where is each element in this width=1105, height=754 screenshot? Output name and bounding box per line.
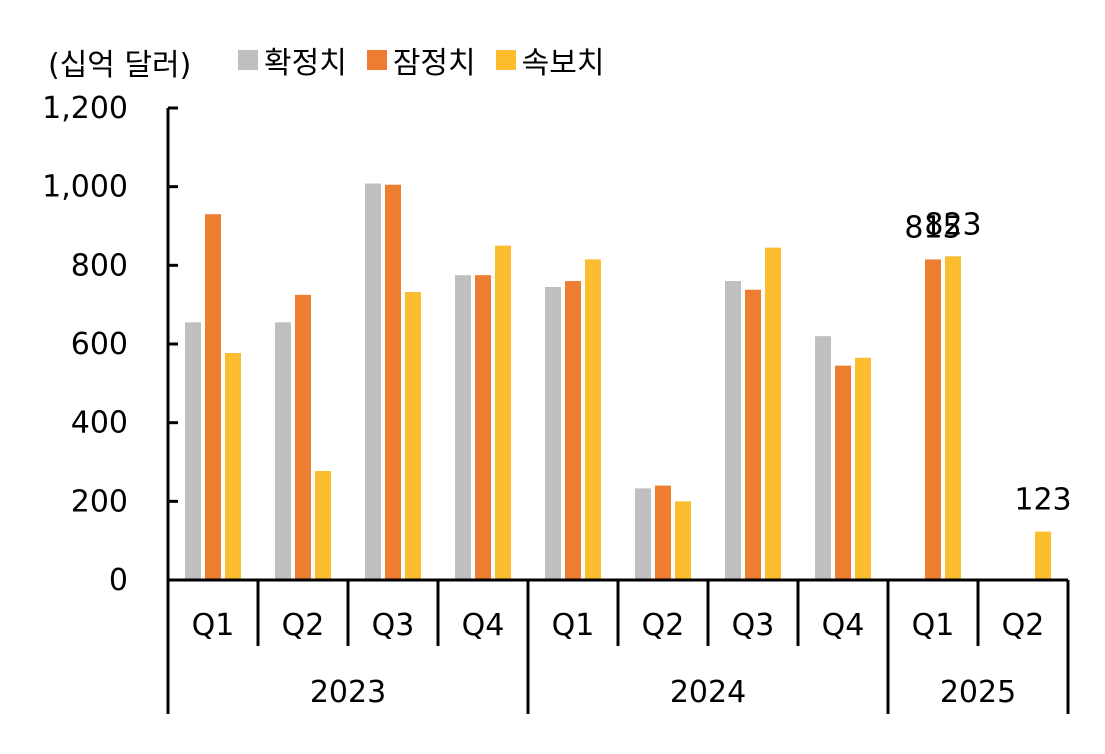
bar-series2-cat9 <box>1035 531 1051 580</box>
bar-series2-cat8 <box>945 256 961 580</box>
y-tick-label-2: 400 <box>71 406 128 441</box>
bar-series1-cat2 <box>385 184 401 580</box>
bar-series0-cat1 <box>275 322 291 580</box>
chart-legend: 확정치 잠정치 속보치 <box>238 38 604 82</box>
legend-label-preliminary: 잠정치 <box>392 46 476 81</box>
bar-series0-cat7 <box>815 336 831 580</box>
bar-series1-cat7 <box>835 365 851 580</box>
bar-series2-cat3 <box>495 245 511 580</box>
bar-series2-cat6 <box>765 247 781 580</box>
x-tick-label-7: Q4 <box>822 608 865 643</box>
bar-series2-cat7 <box>855 357 871 580</box>
bar-series0-cat6 <box>725 281 741 580</box>
legend-item-final: 확정치 <box>238 38 347 82</box>
x-tick-label-2: Q3 <box>372 608 415 643</box>
y-axis-unit-label: (십억 달러) <box>48 48 192 83</box>
data-label-2: 123 <box>1014 483 1071 518</box>
bar-series0-cat2 <box>365 183 381 580</box>
year-label-2024: 2024 <box>670 675 746 710</box>
year-label-2025: 2025 <box>940 675 1016 710</box>
x-tick-label-5: Q2 <box>642 608 685 643</box>
bar-series1-cat3 <box>475 275 491 580</box>
y-tick-label-4: 800 <box>71 248 128 283</box>
legend-item-advance: 속보치 <box>495 38 605 82</box>
y-tick-label-5: 1,000 <box>42 170 128 205</box>
y-tick-label-0: 0 <box>109 563 128 598</box>
legend-item-preliminary: 잠정치 <box>366 38 476 82</box>
bar-series2-cat2 <box>405 292 421 580</box>
bar-series1-cat6 <box>745 289 761 580</box>
bar-series1-cat5 <box>655 485 671 580</box>
x-tick-label-9: Q2 <box>1002 608 1045 643</box>
y-tick-label-6: 1,200 <box>42 91 128 126</box>
legend-label-final: 확정치 <box>264 46 347 81</box>
legend-swatch-preliminary <box>366 50 387 70</box>
bar-series1-cat8 <box>925 259 941 580</box>
data-label-1: 823 <box>924 207 981 242</box>
bar-series0-cat3 <box>455 275 471 580</box>
bar-series1-cat0 <box>205 214 221 580</box>
x-tick-label-3: Q4 <box>462 608 505 643</box>
y-tick-label-1: 200 <box>71 484 128 519</box>
bar-series2-cat0 <box>225 353 241 580</box>
legend-swatch-final <box>238 50 258 70</box>
bar-series2-cat4 <box>585 259 601 580</box>
x-tick-label-1: Q2 <box>282 608 325 643</box>
legend-label-advance: 속보치 <box>521 46 605 81</box>
y-tick-label-3: 600 <box>71 327 128 362</box>
bar-series2-cat5 <box>675 501 691 580</box>
bar-series2-cat1 <box>315 471 331 580</box>
data-label-0: 815 <box>904 210 961 245</box>
year-label-2023: 2023 <box>310 675 386 710</box>
x-tick-label-4: Q1 <box>552 608 595 643</box>
bar-series1-cat4 <box>565 281 581 580</box>
legend-swatch-advance <box>495 50 516 70</box>
x-tick-label-8: Q1 <box>912 608 955 643</box>
bar-series0-cat4 <box>545 286 561 580</box>
x-tick-label-6: Q3 <box>732 608 775 643</box>
bar-series0-cat5 <box>635 488 651 580</box>
x-tick-label-0: Q1 <box>192 608 235 643</box>
bar-series1-cat1 <box>295 294 311 580</box>
bar-series0-cat0 <box>185 322 201 580</box>
